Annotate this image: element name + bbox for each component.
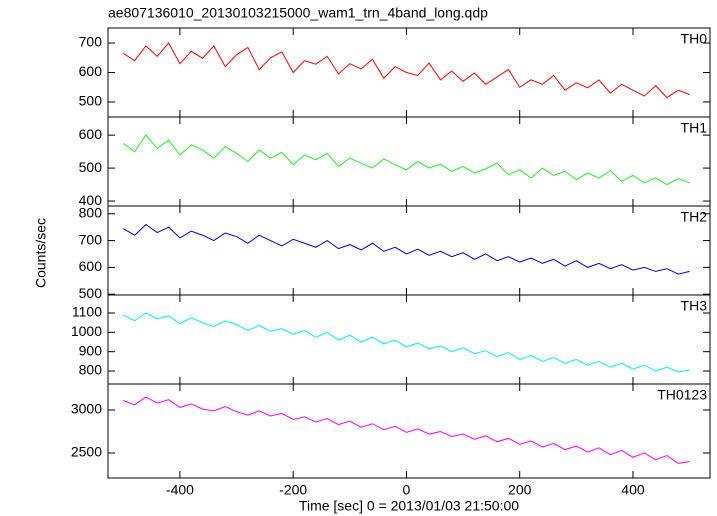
panel-frame — [107, 116, 711, 207]
y-tick-label: 900 — [79, 342, 103, 358]
y-tick-label: 800 — [79, 362, 103, 378]
chart-title: ae807136010_20130103215000_wam1_trn_4ban… — [108, 5, 488, 21]
panel-frame — [107, 205, 711, 296]
y-tick-label: 2500 — [71, 444, 102, 460]
y-tick-label: 600 — [79, 258, 103, 274]
y-tick-label: 1100 — [72, 304, 102, 320]
y-tick-label: 500 — [79, 159, 103, 175]
y-tick-label: 400 — [79, 192, 103, 208]
y-tick-label: 700 — [79, 34, 103, 50]
data-line — [123, 396, 690, 464]
y-tick-label: 600 — [79, 63, 103, 79]
data-line — [122, 134, 690, 186]
panel-frame — [107, 294, 711, 385]
series-label: TH0123 — [657, 387, 707, 403]
y-tick-label: 1000 — [71, 323, 102, 339]
series-label: TH2 — [681, 209, 708, 225]
x-tick-label: 0 — [403, 482, 411, 498]
panel-frame — [107, 27, 711, 118]
data-line — [123, 312, 690, 373]
y-tick-label: 500 — [79, 93, 103, 109]
series-label: TH3 — [681, 298, 708, 314]
series-label: TH0 — [681, 31, 708, 47]
y-tick-label: 700 — [79, 231, 103, 247]
y-tick-label: 3000 — [71, 401, 102, 417]
y-tick-label: 500 — [79, 285, 103, 301]
x-axis-label: Time [sec] 0 = 2013/01/03 21:50:00 — [299, 498, 519, 514]
x-tick-label: -400 — [166, 482, 194, 498]
x-tick-label: -200 — [279, 482, 307, 498]
y-tick-label: 800 — [79, 204, 103, 220]
x-tick-label: 200 — [508, 482, 532, 498]
x-tick-label: 400 — [621, 482, 645, 498]
series-label: TH1 — [681, 120, 708, 136]
data-line — [123, 42, 690, 99]
y-tick-label: 600 — [79, 126, 103, 142]
panel-frame — [107, 383, 711, 479]
data-line — [123, 223, 690, 275]
y-axis-label: Counts/sec — [33, 218, 49, 288]
